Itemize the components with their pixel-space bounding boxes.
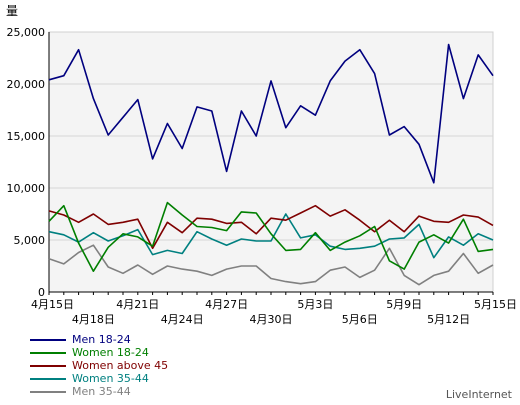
y-tick-label: 15,000 — [7, 130, 46, 143]
legend-swatch — [30, 391, 66, 393]
x-tick-label: 4月15日 — [31, 298, 74, 311]
legend-swatch — [30, 339, 66, 341]
series-lines — [48, 43, 494, 286]
y-tick-labels: 0 5,000 10,000 15,000 20,000 25,000 — [7, 26, 46, 299]
y-tick-label: 25,000 — [7, 26, 46, 39]
x-tick-label: 4月18日 — [72, 313, 115, 326]
plot-area — [48, 31, 494, 293]
series-line-women-35-44 — [48, 213, 494, 259]
line-chart: 0 5,000 10,000 15,000 20,000 25,000 4月15日 4月18… — [6, 4, 517, 326]
legend-swatch — [30, 378, 66, 380]
x-tick-label: 4月27日 — [205, 298, 248, 311]
axes — [48, 32, 494, 295]
y-tick-label: 5,000 — [14, 234, 46, 247]
y-axis-label: 量 — [6, 4, 18, 18]
legend-label: Women above 45 — [72, 359, 169, 372]
y-tick-label: 0 — [38, 286, 45, 299]
x-tick-label: 4月30日 — [250, 313, 293, 326]
y-tick-label: 10,000 — [7, 182, 46, 195]
legend-label: Men 18-24 — [72, 333, 131, 346]
x-tick-label: 4月24日 — [161, 313, 204, 326]
x-tick-label: 5月12日 — [427, 313, 470, 326]
series-line-women-above-45 — [48, 204, 494, 250]
legend-swatch — [30, 365, 66, 367]
series-line-men-35-44 — [48, 244, 494, 286]
series-line-women-18-24 — [48, 201, 494, 273]
series-line-men-18-24 — [48, 43, 494, 184]
legend-label: Men 35-44 — [72, 385, 131, 398]
x-tick-label: 5月15日 — [474, 298, 517, 311]
x-tick-label: 5月9日 — [386, 298, 422, 311]
x-tick-label: 4月21日 — [116, 298, 159, 311]
legend-label: Women 35-44 — [72, 372, 149, 385]
legend-label: Women 18-24 — [72, 346, 149, 359]
legend-swatch — [30, 352, 66, 354]
brand-label: LiveInternet — [445, 388, 512, 401]
x-tick-label: 5月6日 — [342, 313, 378, 326]
x-tick-label: 5月3日 — [297, 298, 333, 311]
y-tick-label: 20,000 — [7, 78, 46, 91]
